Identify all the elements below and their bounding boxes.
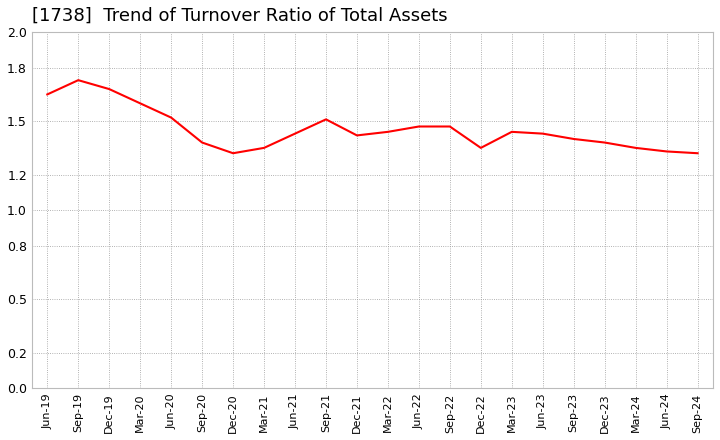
- Text: [1738]  Trend of Turnover Ratio of Total Assets: [1738] Trend of Turnover Ratio of Total …: [32, 7, 447, 25]
